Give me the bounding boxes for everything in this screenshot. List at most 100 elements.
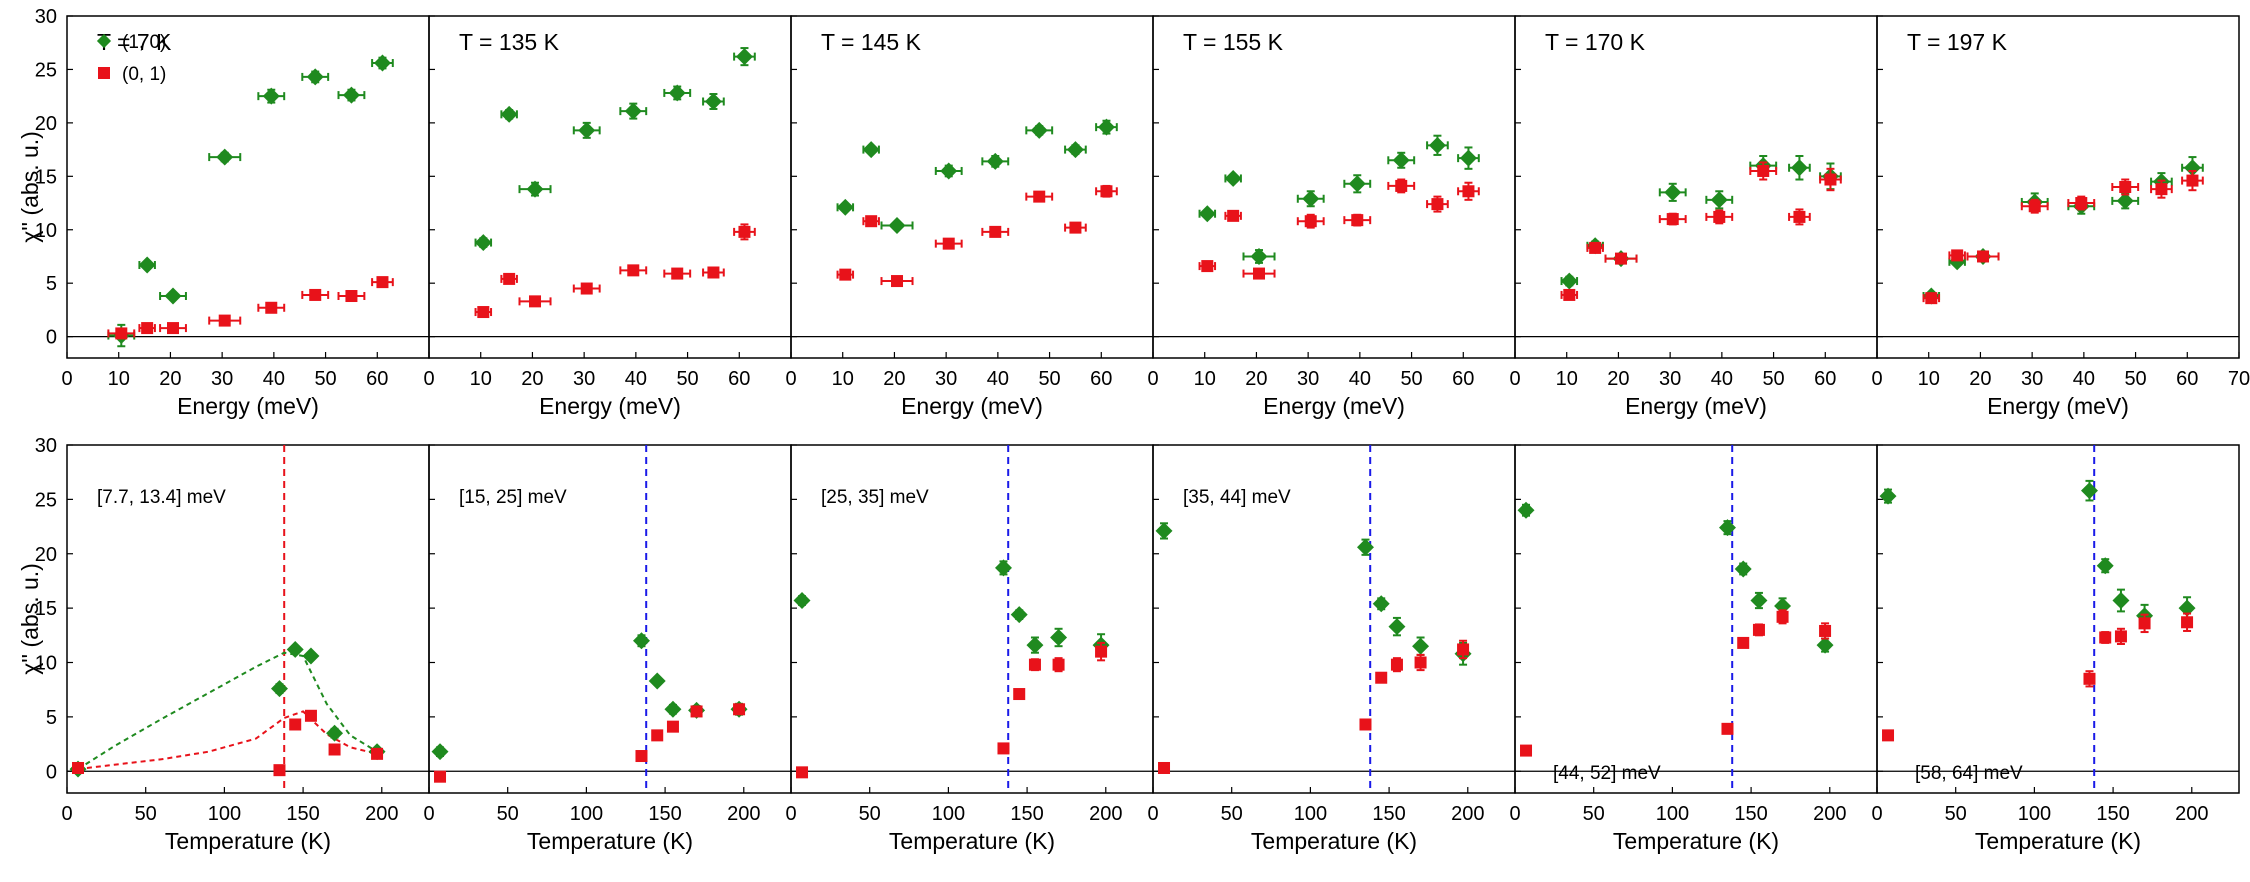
data-point-diamond — [1097, 118, 1115, 136]
x-axis-title: Temperature (K) — [527, 828, 693, 854]
panel-frame — [1514, 444, 1878, 794]
series-10 — [836, 118, 1118, 234]
data-point-diamond — [1155, 522, 1173, 540]
x-tick-label: 100 — [1656, 803, 1689, 825]
x-axis-title: Energy (meV) — [539, 393, 681, 419]
x-tick-label: 50 — [2124, 368, 2146, 390]
data-point-square — [1666, 213, 1679, 226]
data-point-square — [1033, 190, 1046, 203]
data-point-diamond — [862, 141, 880, 159]
x-tick-label: 0 — [423, 803, 434, 825]
data-point-square — [1013, 688, 1026, 701]
data-point-diamond — [632, 632, 650, 650]
panel-temperature-0: 0 50 100 150 200 0 5 10 15 20 25 30 Temperature (K) χ… — [17, 435, 430, 854]
fit-curve-red — [77, 710, 378, 771]
data-point-square — [1563, 288, 1576, 301]
data-point-square — [2119, 181, 2132, 193]
x-tick-label: 40 — [263, 368, 285, 390]
data-point-diamond — [1459, 149, 1477, 167]
x-tick-label: 50 — [497, 803, 519, 825]
series-01 — [1922, 169, 2204, 305]
series-10 — [1922, 156, 2204, 305]
data-point-square — [666, 720, 679, 733]
data-point-square — [1375, 671, 1388, 684]
x-tick-label: 60 — [728, 368, 750, 390]
data-point-square — [1713, 210, 1726, 223]
series-01 — [1882, 612, 2194, 742]
y-tick-label: 30 — [35, 435, 57, 457]
data-point-diamond — [1224, 169, 1242, 187]
series-10 — [107, 54, 394, 348]
data-point-square — [1462, 185, 1475, 198]
data-point-square — [997, 742, 1010, 755]
panel-frame — [1514, 15, 1878, 359]
y-tick-label: 0 — [46, 327, 57, 349]
data-point-diamond — [1664, 183, 1682, 201]
data-point-square — [1351, 214, 1364, 227]
y-tick-label: 20 — [35, 544, 57, 566]
data-point-square — [2181, 616, 2194, 629]
data-point-square — [477, 306, 490, 319]
x-tick-label: 150 — [286, 803, 319, 825]
x-tick-label: 0 — [1509, 368, 1520, 390]
y-tick-label: 30 — [35, 6, 57, 28]
panel-temperature-4: 0 50 100 150 200 Temperature (K) [44, 52] meV — [1509, 444, 1878, 854]
data-point-square — [1925, 292, 1938, 305]
data-point-diamond — [986, 152, 1004, 170]
data-point-square — [289, 718, 302, 731]
data-point-square — [1304, 215, 1317, 228]
data-point-square — [529, 295, 542, 308]
x-tick-label: 10 — [108, 368, 130, 390]
x-tick-label: 0 — [785, 803, 796, 825]
data-point-diamond — [1030, 121, 1048, 139]
x-tick-label: 200 — [365, 803, 398, 825]
series-01 — [1560, 161, 1842, 301]
data-point-square — [1757, 164, 1770, 177]
series-01 — [107, 276, 394, 340]
data-point-square — [1752, 623, 1765, 636]
x-axis-title: Energy (meV) — [1263, 393, 1405, 419]
panel-energy-4: 0 10 20 30 40 50 60 Energy (meV) T = 170 K — [1509, 15, 1878, 419]
data-point-diamond — [1372, 595, 1390, 613]
data-point-diamond — [302, 647, 320, 665]
series-01 — [434, 703, 746, 783]
data-point-diamond — [888, 216, 906, 234]
data-point-square — [1589, 241, 1602, 254]
panel-frame — [1876, 444, 2240, 794]
panel-energy-3: 0 10 20 30 40 50 60 Energy (meV) T = 155 K — [1147, 15, 1516, 419]
series-01 — [1198, 178, 1480, 280]
data-point-square — [891, 275, 904, 288]
data-point-diamond — [1428, 136, 1446, 154]
x-tick-label: 100 — [932, 803, 965, 825]
y-tick-label: 10 — [35, 220, 57, 242]
x-tick-label: 50 — [1221, 803, 1243, 825]
x-tick-label: 60 — [1090, 368, 1112, 390]
data-point-square — [1951, 249, 1964, 262]
y-tick-label: 5 — [46, 273, 57, 295]
data-point-square — [1100, 185, 1113, 198]
data-point-square — [376, 276, 389, 289]
data-point-diamond — [1066, 141, 1084, 159]
data-point-diamond — [1302, 190, 1320, 208]
data-point-square — [167, 322, 180, 335]
panel-title: T = 135 K — [459, 29, 560, 55]
data-point-square — [989, 225, 1002, 238]
series-01 — [1520, 609, 1832, 757]
data-point-square — [733, 703, 746, 716]
x-tick-label: 10 — [470, 368, 492, 390]
data-point-square — [345, 290, 358, 303]
x-tick-label: 60 — [1452, 368, 1474, 390]
series-10 — [474, 47, 756, 252]
data-point-diamond — [1392, 151, 1410, 169]
x-tick-label: 50 — [1762, 368, 1784, 390]
panel-title: T = 197 K — [1907, 29, 2008, 55]
data-point-square — [1737, 636, 1750, 649]
data-point-diamond — [624, 102, 642, 120]
panel-title: T = 155 K — [1183, 29, 1284, 55]
panel-frame — [1876, 15, 2240, 359]
data-point-square — [651, 729, 664, 742]
data-point-diamond — [1774, 597, 1792, 615]
data-point-diamond — [704, 93, 722, 110]
data-point-diamond — [500, 105, 518, 123]
